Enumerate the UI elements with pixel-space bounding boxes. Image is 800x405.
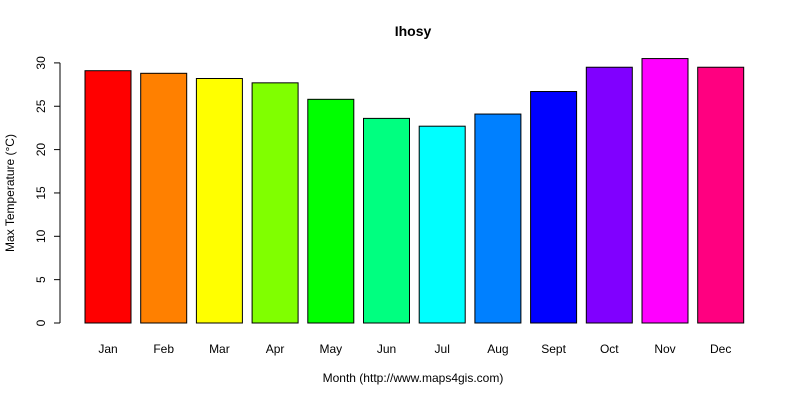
bar-may (307, 98, 355, 324)
bar-sept (530, 91, 578, 324)
x-tick-labels: Jan Feb Mar Apr May Jun Jul Aug Sept Oct Nov Dec (98, 342, 731, 356)
x-tick-label: Jan (98, 342, 117, 356)
x-tick-label: Oct (600, 342, 619, 356)
y-tick-label: 10 (34, 229, 48, 243)
x-tick-label: Jun (377, 342, 396, 356)
y-tick-label: 25 (34, 99, 48, 113)
y-tick-label: 30 (34, 56, 48, 70)
y-tick-label: 15 (34, 186, 48, 200)
y-tick-label: 0 (34, 319, 48, 326)
x-axis-label: Month (http://www.maps4gis.com) (323, 371, 504, 385)
bar-feb (140, 72, 188, 324)
bars (84, 58, 745, 324)
x-tick-label: Apr (266, 342, 285, 356)
x-tick-label: May (319, 342, 342, 356)
bar-nov (641, 58, 689, 324)
bar-jul (418, 125, 466, 324)
bar-dec (697, 66, 745, 324)
bar-apr (251, 82, 299, 324)
y-tick-label: 20 (34, 143, 48, 157)
x-tick-label: Mar (209, 342, 230, 356)
x-tick-label: Feb (153, 342, 174, 356)
bar-jun (363, 117, 410, 324)
bar-mar (195, 78, 243, 324)
chart-title: Ihosy (395, 23, 432, 39)
bar-oct (585, 66, 633, 324)
y-tick-label: 5 (34, 276, 48, 283)
x-tick-label: Sept (541, 342, 566, 356)
x-tick-label: Nov (654, 342, 675, 356)
x-tick-label: Jul (435, 342, 450, 356)
x-tick-label: Aug (487, 342, 508, 356)
bar-jan (84, 70, 132, 324)
x-tick-label: Dec (710, 342, 731, 356)
bar-aug (474, 113, 522, 324)
y-axis-label: Max Temperature (°C) (3, 134, 17, 252)
y-ticks: 0 5 10 15 20 25 30 (34, 56, 60, 326)
